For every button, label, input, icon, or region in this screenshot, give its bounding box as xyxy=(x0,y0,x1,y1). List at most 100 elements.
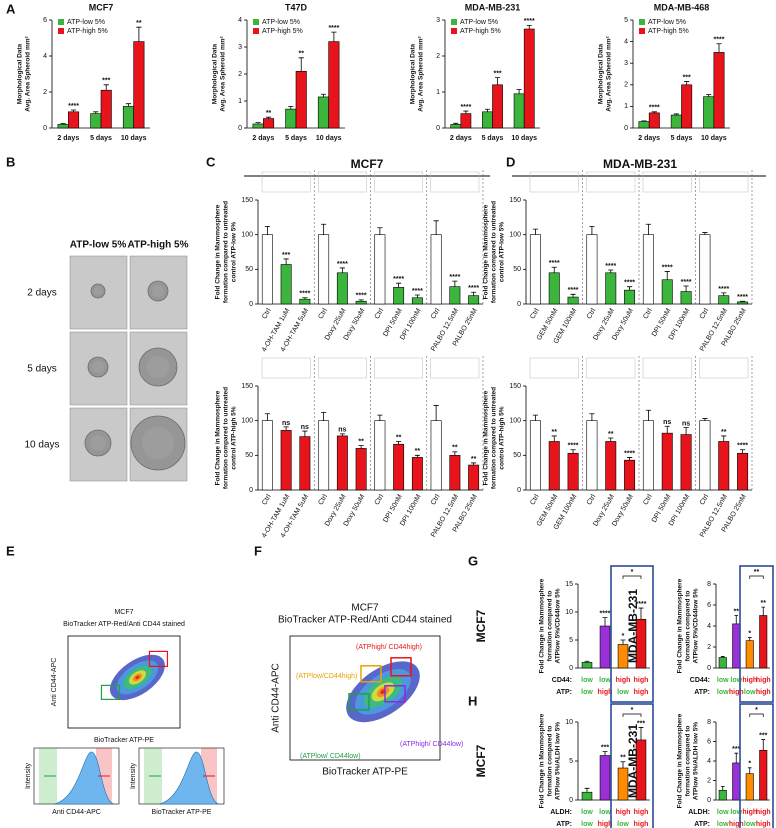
significance-label: ** xyxy=(471,456,477,463)
significance-label: ** xyxy=(608,431,614,438)
x-tick-label: Ctrl xyxy=(430,493,442,506)
error-bar xyxy=(638,607,644,620)
y-axis-label: formation compared to untreated xyxy=(491,387,498,489)
bar xyxy=(430,420,442,491)
error-bar xyxy=(747,637,752,641)
error-bar xyxy=(339,433,345,436)
significance-label: **** xyxy=(524,18,535,25)
bar xyxy=(642,234,654,305)
y-tick-label: 50 xyxy=(513,266,521,273)
y-tick-label: 1 xyxy=(624,103,628,110)
error-bar xyxy=(471,291,477,296)
error-bar xyxy=(570,449,576,454)
y-axis-label: Anti CD44-APC xyxy=(271,663,282,732)
error-bar xyxy=(265,116,272,119)
x-tick-label: 10 days xyxy=(121,135,147,142)
bar xyxy=(759,615,768,669)
significance-label: * xyxy=(748,630,751,637)
bar xyxy=(605,272,617,305)
bracket-label: ** xyxy=(754,569,760,576)
bar xyxy=(718,441,730,491)
error-bar xyxy=(620,639,626,645)
y-tick-label: 50 xyxy=(245,452,253,459)
bar xyxy=(122,106,134,129)
row-label: high xyxy=(756,677,771,684)
bar xyxy=(482,111,493,129)
decoration xyxy=(141,426,175,460)
legend-swatch xyxy=(639,28,645,34)
bar xyxy=(411,457,423,491)
significance-label: **** xyxy=(681,279,692,286)
decoration xyxy=(374,171,423,193)
x-tick-label: 5 days xyxy=(671,135,693,142)
row-label: high xyxy=(616,809,631,816)
column-label: ATP-high 5% xyxy=(128,240,189,251)
significance-label: ** xyxy=(452,445,458,452)
legend-label: ATP-high 5% xyxy=(460,28,501,35)
bar xyxy=(90,113,102,129)
row-label: high xyxy=(634,677,649,684)
decoration xyxy=(529,357,579,379)
y-axis-label: Morphological Data xyxy=(598,43,605,104)
row-label: low xyxy=(730,809,742,816)
significance-label: **** xyxy=(568,287,579,294)
error-bar xyxy=(283,426,289,431)
bar xyxy=(450,124,462,129)
y-tick-label: 0 xyxy=(569,797,573,804)
error-bar xyxy=(641,120,647,122)
x-axis-label: BioTracker ATP-PE xyxy=(94,737,154,744)
decoration xyxy=(90,435,106,451)
error-bar xyxy=(626,457,633,461)
bar xyxy=(529,420,541,491)
error-bar xyxy=(716,43,722,53)
x-tick-label: 2 days xyxy=(638,135,660,142)
panel-letter: G xyxy=(468,553,478,568)
chart-title: MCF7 xyxy=(474,609,488,642)
significance-label: ** xyxy=(358,438,364,445)
y-tick-label: 6 xyxy=(707,602,711,609)
decoration xyxy=(146,355,170,379)
panel-letter: H xyxy=(468,693,477,708)
legend-swatch xyxy=(253,19,259,25)
legend-swatch xyxy=(451,28,457,34)
bar xyxy=(261,420,273,491)
bar xyxy=(411,297,423,305)
bar xyxy=(100,89,112,129)
y-tick-label: 4 xyxy=(43,53,47,60)
x-tick-label: Ctrl xyxy=(261,307,273,320)
bar xyxy=(661,432,673,491)
error-bar xyxy=(377,227,383,235)
error-bar xyxy=(720,785,725,791)
significance-label: *** xyxy=(601,744,609,751)
y-axis-label: Morphological Data xyxy=(212,43,219,104)
error-bar xyxy=(532,228,539,235)
significance-label: ** xyxy=(552,429,558,436)
y-axis-label: Fold Change in Mammosphere xyxy=(483,204,490,299)
bar xyxy=(299,298,311,305)
significance-label: *** xyxy=(637,720,645,727)
y-tick-label: 10 xyxy=(565,609,573,616)
decoration xyxy=(261,357,311,379)
error-bar xyxy=(651,111,657,113)
chart-title: MDA-MB-468 xyxy=(654,2,710,12)
row-label: low xyxy=(717,677,729,684)
error-bar xyxy=(321,411,327,421)
plot-subtitle: BioTracker ATP-Red/Anti CD44 stained xyxy=(278,615,452,626)
legend-label: ATP-high 5% xyxy=(648,28,689,35)
significance-label: ns xyxy=(663,419,671,426)
y-tick-label: 150 xyxy=(241,197,253,204)
bar xyxy=(732,762,741,801)
bar xyxy=(529,234,541,305)
row-label: 2 days xyxy=(27,288,56,299)
y-axis-label: Fold Change in Mammosphere xyxy=(215,390,222,485)
bar xyxy=(318,234,330,305)
error-bar xyxy=(136,26,142,42)
significance-label: ** xyxy=(136,20,142,27)
y-tick-label: 4 xyxy=(624,38,628,45)
y-tick-label: 50 xyxy=(513,452,521,459)
decoration xyxy=(158,751,220,805)
y-tick-label: 150 xyxy=(509,197,521,204)
bar xyxy=(285,108,297,129)
y-tick-label: 6 xyxy=(43,17,47,24)
